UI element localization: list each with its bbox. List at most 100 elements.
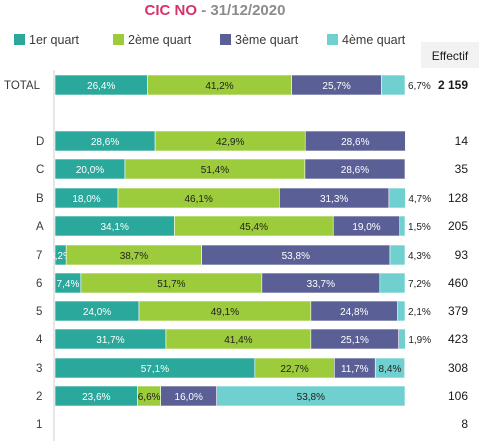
data-label-q2: 38,7%: [120, 251, 148, 262]
data-label-q3: 24,8%: [340, 307, 368, 318]
row-6: 6 460 7,4% 51,7% 33,7% 7,2%: [36, 272, 468, 294]
data-label-q2: 6,6%: [138, 392, 161, 403]
effectif-header-bg: [421, 42, 479, 68]
data-label-q1: 28,6%: [91, 137, 119, 148]
data-label-q2: 45,4%: [240, 222, 268, 233]
category-label: C: [36, 164, 44, 176]
row-7: 7 93 3,2% 38,7% 53,8% 4,3%: [36, 244, 469, 266]
data-label-q1: 7,4%: [57, 279, 80, 290]
data-label-q4: 7,2%: [408, 279, 431, 290]
data-label-q1: 24,0%: [83, 307, 111, 318]
bar-segment-q4: [398, 328, 406, 350]
data-label-q4: 1,9%: [408, 335, 431, 346]
legend-swatch-4: [327, 34, 338, 45]
title-main: CIC NO: [145, 2, 198, 19]
effectif-value: 308: [448, 361, 468, 375]
row-3: 3 308 57,1% 22,7% 11,7% 8,4%: [36, 357, 468, 379]
data-label-q1: 23,6%: [82, 392, 110, 403]
data-label-q3: 28,6%: [341, 165, 369, 176]
data-label-q1: 20,0%: [76, 165, 104, 176]
data-label-q4: 8,4%: [379, 364, 402, 375]
bar-segment-q3: [304, 158, 406, 180]
data-label-q4: 4,3%: [408, 251, 431, 262]
data-label-q1: 31,7%: [96, 335, 124, 346]
category-label: 5: [36, 306, 42, 318]
data-label-q2: 41,4%: [224, 335, 252, 346]
data-label-q1: 18,0%: [72, 194, 100, 205]
bar-segment-q4: [381, 74, 406, 96]
data-label-q3: 19,0%: [352, 222, 380, 233]
effectif-value: 460: [448, 276, 468, 290]
data-label-q1: 26,4%: [87, 81, 115, 92]
category-label: A: [36, 221, 44, 233]
title-date: - 31/12/2020: [197, 2, 285, 19]
data-label-q2: 51,4%: [201, 165, 229, 176]
data-label-q2: 42,9%: [216, 137, 244, 148]
data-label-q2: 41,2%: [205, 81, 233, 92]
bar-segment-q4: [374, 357, 405, 379]
data-label-q2: 49,1%: [211, 307, 239, 318]
effectif-value: 128: [448, 191, 468, 205]
chart-title: CIC NO - 31/12/2020: [145, 2, 286, 19]
data-label-q2: 46,1%: [184, 194, 212, 205]
category-label: D: [36, 136, 44, 148]
effectif-value: 14: [455, 134, 469, 148]
legend: 1er quart 2ème quart 3ème quart 4ème quart: [14, 33, 406, 47]
data-label-q1: 3,2%: [49, 251, 72, 262]
data-label-q3: 28,6%: [341, 137, 369, 148]
legend-label-3: 3ème quart: [235, 33, 299, 47]
category-label: 7: [36, 250, 42, 262]
effectif-value: 379: [448, 304, 468, 318]
data-label-q3: 25,1%: [341, 335, 369, 346]
bar-segment-q4: [399, 215, 406, 237]
row-4: 4 423 31,7% 41,4% 25,1% 1,9%: [36, 328, 468, 350]
effectif-value: 8: [461, 417, 468, 431]
data-label-q1: 57,1%: [141, 364, 169, 375]
legend-label-4: 4ème quart: [342, 33, 406, 47]
bar-segment-q4: [216, 385, 406, 407]
row-A: A 205 34,1% 45,4% 19,0% 1,5%: [36, 215, 468, 237]
legend-swatch-3: [220, 34, 231, 45]
data-label-q2: 51,7%: [157, 279, 185, 290]
effectif-value: 106: [448, 389, 468, 403]
category-label: B: [36, 193, 44, 205]
effectif-value: 423: [448, 332, 468, 346]
bar-segment-q4: [388, 187, 406, 209]
effectif-value: 35: [455, 162, 469, 176]
data-label-q4: 4,7%: [408, 194, 431, 205]
bar-segment-q4: [389, 244, 406, 266]
data-label-q1: 34,1%: [100, 222, 128, 233]
row-C: C 35 20,0% 51,4% 28,6%: [36, 158, 469, 180]
bar-segment-q3: [304, 130, 406, 152]
bar-segment-q4: [397, 300, 406, 322]
legend-label-2: 2ème quart: [128, 33, 192, 47]
effectif-value: 93: [455, 248, 469, 262]
row-2: 2 106 23,6% 6,6% 16,0% 53,8%: [36, 385, 468, 407]
data-label-q3: 11,7%: [341, 364, 369, 375]
data-label-q3: 25,7%: [322, 81, 350, 92]
bar-segment-q4: [379, 272, 406, 294]
legend-swatch-1: [14, 34, 25, 45]
data-label-q4: 2,1%: [408, 307, 431, 318]
data-label-q4: 53,8%: [297, 392, 325, 403]
category-label: 6: [36, 278, 42, 290]
category-label: 2: [36, 391, 42, 403]
data-label-q3: 33,7%: [307, 279, 335, 290]
row-B: B 128 18,0% 46,1% 31,3% 4,7%: [36, 187, 468, 209]
row-5: 5 379 24,0% 49,1% 24,8% 2,1%: [36, 300, 468, 322]
legend-label-1: 1er quart: [29, 33, 80, 47]
data-label-q2: 22,7%: [280, 364, 308, 375]
effectif-value: 205: [448, 219, 468, 233]
category-label: 1: [36, 419, 42, 431]
row-D: D 14 28,6% 42,9% 28,6%: [36, 130, 469, 152]
data-label-q4: 1,5%: [408, 222, 431, 233]
category-label: 4: [36, 334, 43, 346]
effectif-header: Effectif: [432, 49, 469, 63]
category-label: 3: [36, 363, 42, 375]
row-TOTAL: TOTAL 2 159 26,4% 41,2% 25,7% 6,7%: [4, 74, 468, 96]
legend-swatch-2: [113, 34, 124, 45]
data-label-q3: 31,3%: [320, 194, 348, 205]
